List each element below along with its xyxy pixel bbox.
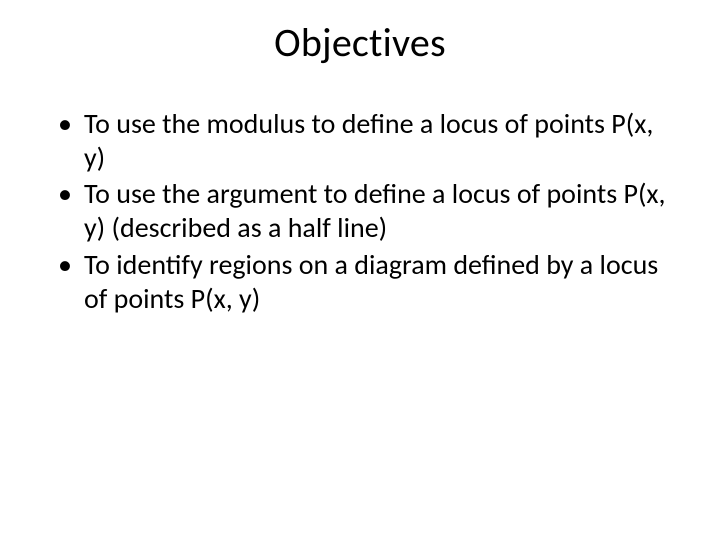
list-item: To use the argument to define a locus of… bbox=[58, 177, 680, 245]
list-item: To use the modulus to define a locus of … bbox=[58, 107, 680, 175]
objectives-list: To use the modulus to define a locus of … bbox=[40, 107, 680, 316]
list-item: To identify regions on a diagram defined… bbox=[58, 248, 680, 316]
slide-title: Objectives bbox=[40, 18, 680, 67]
slide: Objectives To use the modulus to define … bbox=[0, 0, 720, 540]
